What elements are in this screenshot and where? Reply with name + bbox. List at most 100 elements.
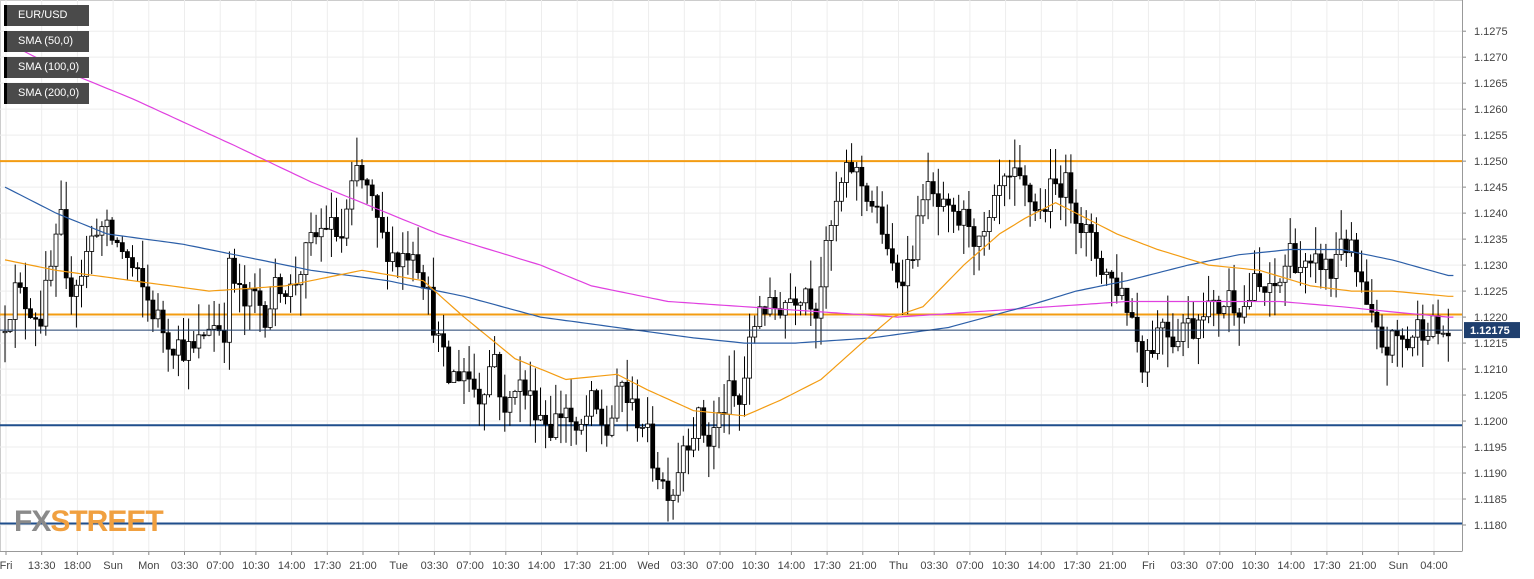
candle-body xyxy=(364,179,370,186)
x-tick-label: Mon xyxy=(138,560,159,572)
candle xyxy=(956,194,962,231)
candle-body xyxy=(1277,281,1283,287)
candle-body xyxy=(874,205,880,208)
candle xyxy=(385,216,390,290)
candle xyxy=(1272,258,1278,316)
candle-body xyxy=(74,284,79,297)
candle xyxy=(1349,222,1354,257)
candle-body xyxy=(1323,258,1329,271)
candle xyxy=(1241,285,1247,324)
candle-body xyxy=(716,412,722,429)
candle-body xyxy=(966,208,972,227)
candle-body xyxy=(578,423,584,431)
candle-body xyxy=(793,298,798,306)
candle-body xyxy=(1190,318,1196,339)
candle-body xyxy=(109,219,115,241)
candle xyxy=(206,304,212,337)
candle xyxy=(997,159,1002,225)
candle-body xyxy=(313,232,319,238)
candle-body xyxy=(359,165,365,181)
candle xyxy=(798,301,803,316)
candle xyxy=(79,259,84,308)
candle-body xyxy=(114,239,120,244)
candle-body xyxy=(895,262,900,283)
candle-body xyxy=(1241,306,1247,318)
candle xyxy=(1267,262,1273,317)
candle-body xyxy=(517,379,523,392)
candle-body xyxy=(640,426,645,429)
candle xyxy=(1394,319,1400,367)
logo-street: STREET xyxy=(50,505,163,538)
candle-body xyxy=(165,332,171,350)
candle xyxy=(471,353,477,398)
candle xyxy=(43,251,49,336)
x-tick-label: 14:00 xyxy=(778,560,806,572)
candle-body xyxy=(726,380,732,415)
candle-body xyxy=(390,252,396,262)
candle xyxy=(441,314,447,367)
candle-body xyxy=(884,233,890,250)
y-tick-label: 1.1255 xyxy=(1474,130,1508,142)
candle-body xyxy=(752,326,758,338)
legend-item-sma100[interactable]: SMA (100,0) xyxy=(4,57,90,78)
candle xyxy=(1124,287,1130,326)
x-tick-label: 03:30 xyxy=(1170,560,1198,572)
candle xyxy=(17,272,23,294)
y-tick-label: 1.1240 xyxy=(1474,208,1508,220)
legend-item-sma200[interactable]: SMA (200,0) xyxy=(4,83,90,104)
candle xyxy=(145,264,151,322)
candle-body xyxy=(79,275,84,286)
x-tick-label: Fri xyxy=(1142,560,1155,572)
candle xyxy=(543,400,548,449)
candle-body xyxy=(17,282,23,288)
candle xyxy=(272,258,278,327)
candle-body xyxy=(869,201,875,207)
candle xyxy=(12,264,18,348)
candle-body xyxy=(196,334,202,349)
candle-body xyxy=(1369,304,1375,313)
candle xyxy=(456,349,462,382)
candle xyxy=(1007,159,1013,200)
candle xyxy=(461,357,467,404)
candle-body xyxy=(849,162,854,173)
candle xyxy=(221,302,227,364)
candle-body xyxy=(614,385,620,419)
candle xyxy=(1155,310,1160,360)
candle-body xyxy=(956,210,962,226)
candle xyxy=(680,435,686,492)
candle xyxy=(1287,218,1293,279)
candle xyxy=(313,214,319,245)
candle-body xyxy=(481,394,487,405)
candle xyxy=(584,395,589,452)
candle-body xyxy=(28,308,33,319)
candle-body xyxy=(1257,273,1262,288)
candle xyxy=(874,186,880,224)
candle-body xyxy=(135,267,141,270)
candle-body xyxy=(1364,281,1370,305)
candle xyxy=(267,286,273,330)
legend-item-price[interactable]: EUR/USD xyxy=(4,5,90,26)
candle-body xyxy=(43,279,49,327)
candle-body xyxy=(772,297,778,309)
candle-body xyxy=(670,494,676,501)
candle xyxy=(1257,247,1262,292)
legend-item-sma50[interactable]: SMA (50,0) xyxy=(4,31,90,52)
candle xyxy=(609,405,615,438)
candle-body xyxy=(997,185,1002,196)
candle xyxy=(28,298,33,319)
candle xyxy=(201,331,207,340)
candle-body xyxy=(1313,253,1319,264)
candle-body xyxy=(828,225,834,241)
x-tick-label: 07:00 xyxy=(456,560,484,572)
x-tick-label: 13:30 xyxy=(28,560,56,572)
candle-body xyxy=(839,182,844,202)
candle-body xyxy=(915,215,921,261)
candle-body xyxy=(563,407,569,419)
candle xyxy=(114,237,120,248)
candle-body xyxy=(425,286,431,289)
candle-body xyxy=(1405,338,1410,349)
candle-body xyxy=(1226,290,1232,308)
x-tick-label: 10:30 xyxy=(742,560,770,572)
x-tick-label: Sun xyxy=(103,560,123,572)
